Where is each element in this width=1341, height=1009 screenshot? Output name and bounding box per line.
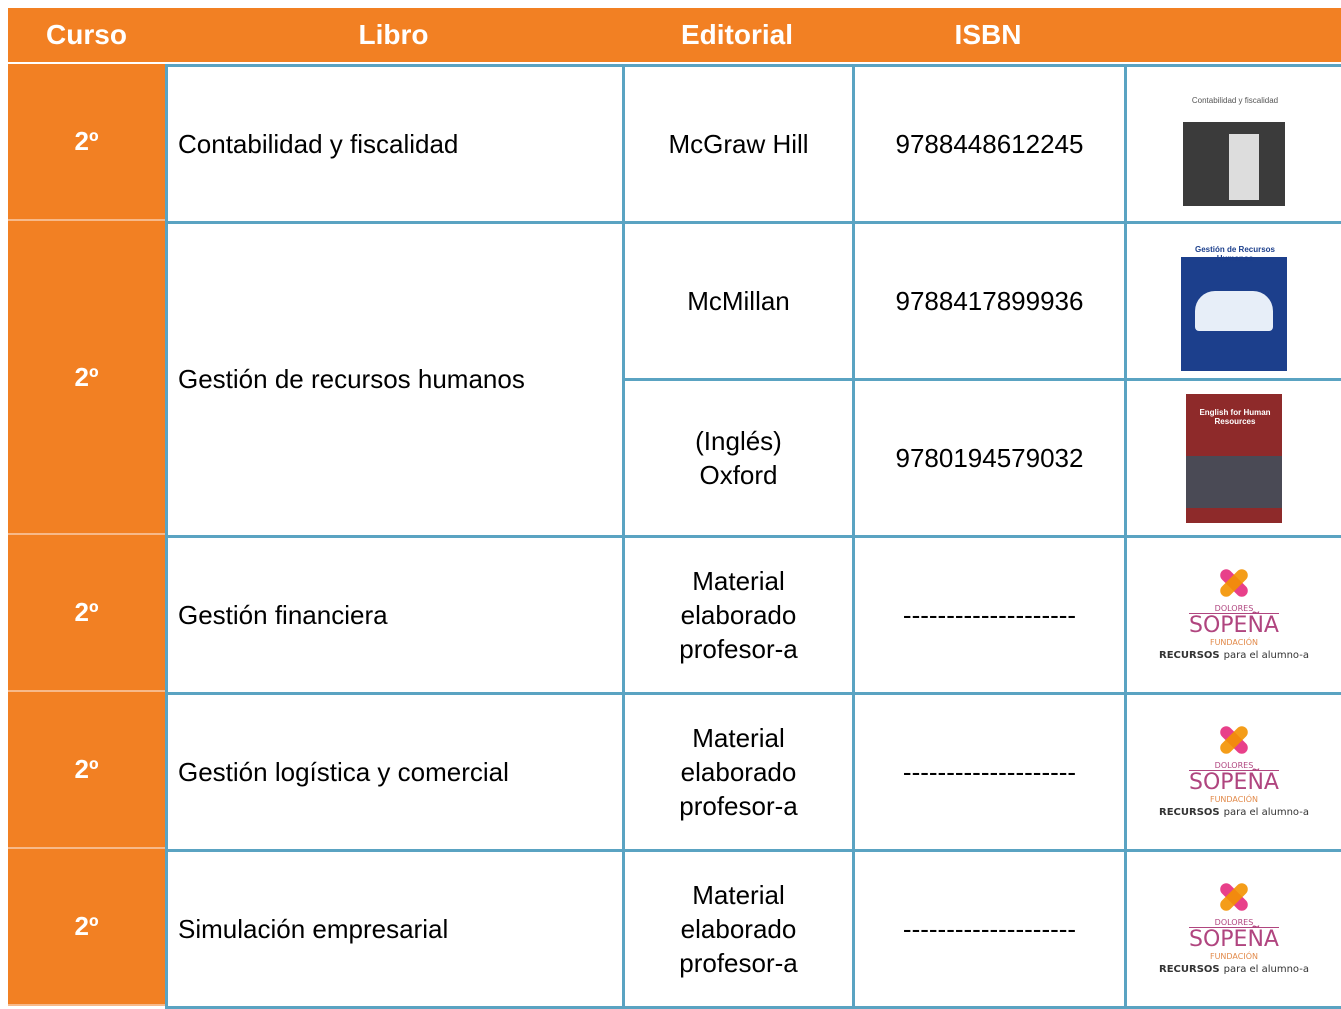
book-cover: Contabilidad y fiscalidad (1183, 82, 1285, 206)
curso-cell: 2º (8, 692, 165, 849)
curso-cell: 2º (8, 64, 165, 221)
editorial-cell: Material elaborado profesor-a (622, 535, 855, 695)
book-cover: English for Human Resources (1186, 393, 1282, 523)
editorial-line: elaborado (680, 600, 797, 630)
logo-name: SOPEÑA (1189, 926, 1279, 952)
logo-caption-text: para el alumno-a (1223, 649, 1309, 661)
logo-caption: RECURSOS para el alumno-a (1159, 650, 1309, 661)
header-cell: Curso (46, 19, 127, 50)
libro-cell: Contabilidad y fiscalidad (165, 64, 625, 224)
logo-mark (1220, 725, 1248, 754)
logo-caption-bold: RECURSOS (1159, 806, 1220, 818)
logo-name: SOPEÑA (1189, 769, 1279, 795)
logo-top: DOLORES (1188, 918, 1279, 928)
editorial-cell: (Inglés) Oxford (622, 378, 855, 538)
isbn-cell: -------------------- (852, 692, 1127, 852)
image-cell: Gestión de Recursos Humanos (1124, 221, 1341, 381)
libro-cell: Gestión financiera (165, 535, 625, 695)
logo-sub: FUNDACIÓN (1209, 794, 1258, 804)
isbn-cell: -------------------- (852, 849, 1127, 1009)
editorial-cell: Material elaborado profesor-a (622, 692, 855, 852)
editorial-line: elaborado (680, 914, 797, 944)
editorial-cell: Material elaborado profesor-a (622, 849, 855, 1009)
image-cell: DOLORES SOPEÑA FUNDACIÓN RECURSOS para el al… (1124, 692, 1341, 852)
editorial-line: McMillan (687, 286, 790, 316)
logo-name: SOPEÑA (1189, 612, 1279, 638)
logo-top: DOLORES (1188, 761, 1279, 771)
book-cover: Gestión de Recursos Humanos (1181, 231, 1287, 371)
logo-caption-text: para el alumno-a (1223, 963, 1309, 975)
cover-graphic (1195, 291, 1273, 331)
cover-top: Gestión de Recursos Humanos (1181, 231, 1287, 263)
logo-top: DOLORES (1188, 604, 1279, 614)
curso-cell: 2º (8, 221, 165, 535)
logo-caption-text: para el alumno-a (1223, 806, 1309, 818)
curso-cell: 2º (8, 849, 165, 1006)
libro-cell: Gestión logística y comercial (165, 692, 625, 852)
editorial-line: profesor-a (679, 634, 798, 664)
logo-sub: FUNDACIÓN (1209, 951, 1258, 961)
cover-graphic (1229, 134, 1259, 200)
libro-cell: Gestión de recursos humanos (165, 221, 625, 538)
cover-title: Gestión de Recursos Humanos (1194, 245, 1276, 263)
isbn-cell: -------------------- (852, 535, 1127, 695)
logo-caption-bold: RECURSOS (1159, 649, 1220, 661)
libro-cell: Simulación empresarial (165, 849, 625, 1009)
logo-mark (1220, 882, 1248, 911)
cover-top: English for Human Resources (1186, 393, 1282, 446)
isbn-cell: 9788448612245 (852, 64, 1127, 224)
header-cell: ISBN (954, 19, 1022, 50)
image-cell: English for Human Resources (1124, 378, 1341, 538)
editorial-cell: McGraw Hill (622, 64, 855, 224)
editorial-cell: McMillan (622, 221, 855, 381)
editorial-line: Oxford (699, 460, 778, 490)
editorial-line: Material (692, 880, 785, 910)
logo-sub: FUNDACIÓN (1209, 637, 1258, 647)
editorial-line: profesor-a (679, 791, 798, 821)
isbn-cell: 9780194579032 (852, 378, 1127, 538)
editorial-line: Material (692, 723, 785, 753)
logo: DOLORES SOPEÑA FUNDACIÓN RECURSOS para el al… (1159, 564, 1309, 661)
cover-title: Contabilidad y fiscalidad (1191, 96, 1279, 105)
logo-mark (1220, 568, 1248, 597)
isbn-cell: 9788417899936 (852, 221, 1127, 381)
image-cell: DOLORES SOPEÑA FUNDACIÓN RECURSOS para el al… (1124, 849, 1341, 1009)
logo-caption: RECURSOS para el alumno-a (1159, 807, 1309, 818)
image-cell: Contabilidad y fiscalidad (1124, 64, 1341, 224)
logo: DOLORES SOPEÑA FUNDACIÓN RECURSOS para el al… (1159, 721, 1309, 818)
image-cell: DOLORES SOPEÑA FUNDACIÓN RECURSOS para el al… (1124, 535, 1341, 695)
logo-caption: RECURSOS para el alumno-a (1159, 964, 1309, 975)
curso-cell: 2º (8, 535, 165, 692)
editorial-line: McGraw Hill (668, 129, 809, 159)
editorial-line: elaborado (680, 757, 797, 787)
header-cell: Editorial (680, 19, 793, 50)
editorial-line: Material (692, 566, 785, 596)
cover-top: Contabilidad y fiscalidad (1183, 82, 1285, 122)
cover-graphic (1186, 455, 1282, 508)
editorial-line: profesor-a (679, 948, 798, 978)
editorial-line: (Inglés) (695, 426, 782, 456)
cover-title: English for Human Resources (1199, 407, 1271, 426)
logo-caption-bold: RECURSOS (1159, 963, 1220, 975)
logo: DOLORES SOPEÑA FUNDACIÓN RECURSOS para el al… (1159, 878, 1309, 975)
header-row (8, 8, 1341, 62)
header-cell: Libro (358, 19, 429, 50)
